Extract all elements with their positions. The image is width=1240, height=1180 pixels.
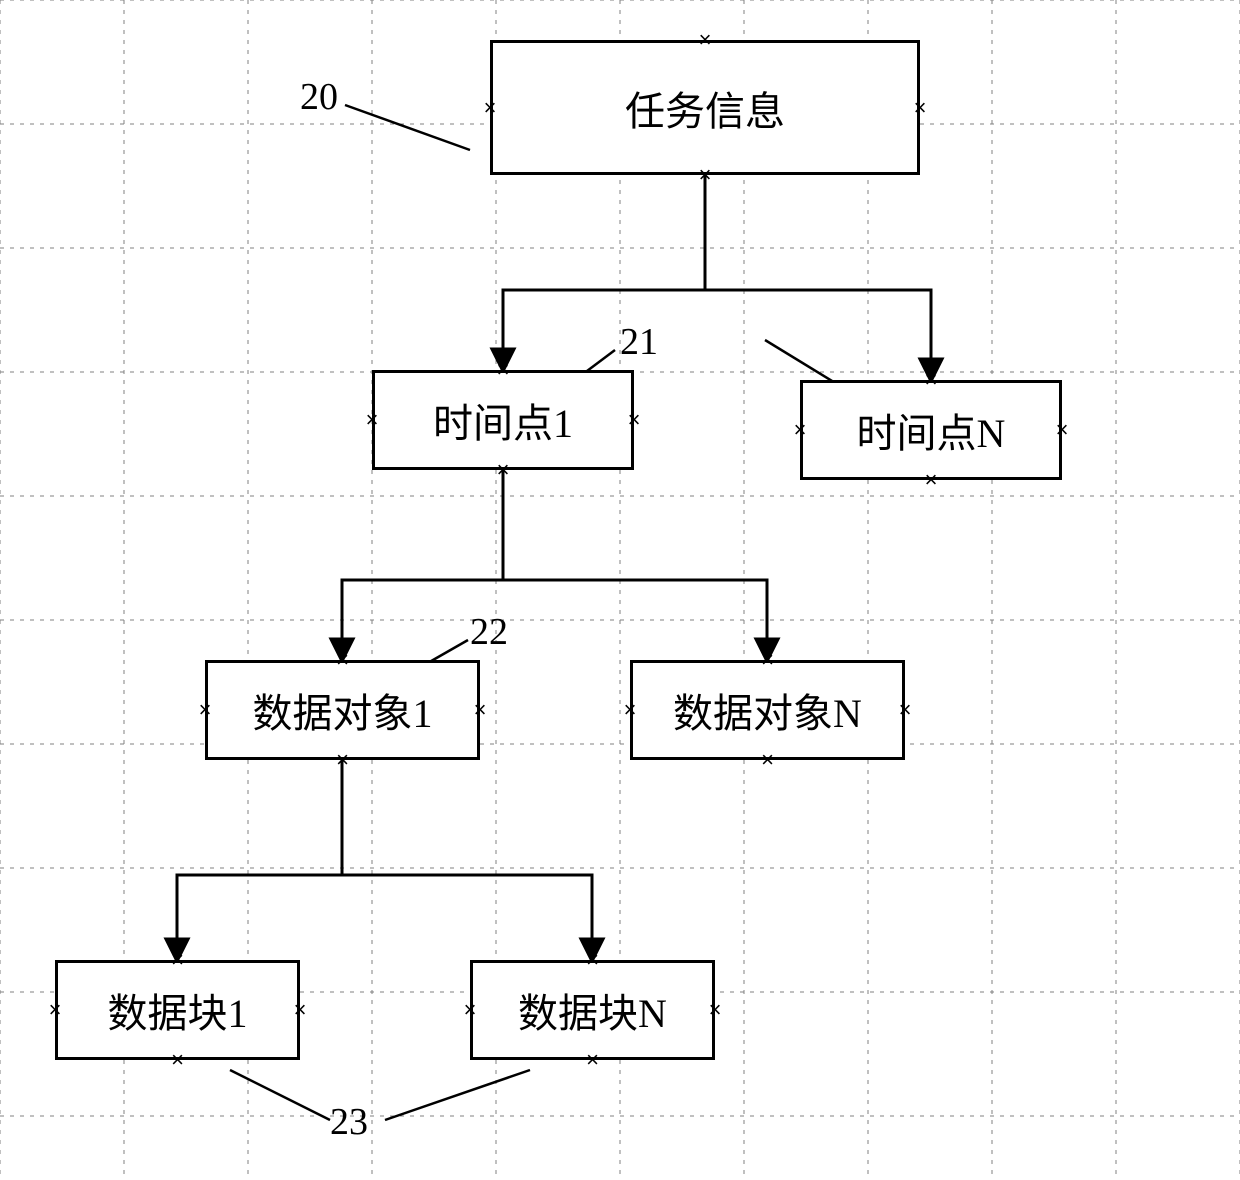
node-label: 任务信息 <box>625 79 785 137</box>
midpoint-marker: × <box>199 699 212 721</box>
midpoint-marker: × <box>1056 419 1069 441</box>
midpoint-marker: × <box>484 97 497 119</box>
edges <box>177 175 931 960</box>
ref-label-20: 20 <box>300 75 338 119</box>
node-data-object-1: 数据对象1 <box>205 660 480 760</box>
midpoint-marker: × <box>171 1049 184 1071</box>
ref-label-23: 23 <box>330 1100 368 1144</box>
midpoint-marker: × <box>336 649 349 671</box>
node-label: 数据块N <box>518 981 667 1039</box>
node-label: 时间点1 <box>433 391 573 449</box>
node-data-block-1: 数据块1 <box>55 960 300 1060</box>
node-label: 数据对象N <box>673 681 862 739</box>
midpoint-marker: × <box>586 1049 599 1071</box>
midpoint-marker: × <box>699 29 712 51</box>
midpoint-marker: × <box>497 459 510 481</box>
diagram-canvas: 任务信息 时间点1 时间点N 数据对象1 数据对象N 数据块1 数据块N 20 … <box>0 0 1240 1180</box>
midpoint-marker: × <box>624 699 637 721</box>
node-label: 时间点N <box>857 401 1006 459</box>
midpoint-marker: × <box>586 949 599 971</box>
midpoint-marker: × <box>899 699 912 721</box>
midpoint-marker: × <box>628 409 641 431</box>
midpoint-marker: × <box>497 359 510 381</box>
midpoint-marker: × <box>464 999 477 1021</box>
midpoint-marker: × <box>294 999 307 1021</box>
node-timepoint-n: 时间点N <box>800 380 1062 480</box>
midpoint-marker: × <box>925 369 938 391</box>
midpoint-marker: × <box>925 469 938 491</box>
midpoint-marker: × <box>366 409 379 431</box>
midpoint-marker: × <box>761 749 774 771</box>
node-label: 数据块1 <box>108 981 248 1039</box>
midpoint-marker: × <box>474 699 487 721</box>
midpoint-marker: × <box>336 749 349 771</box>
node-data-object-n: 数据对象N <box>630 660 905 760</box>
midpoint-marker: × <box>699 164 712 186</box>
midpoint-marker: × <box>794 419 807 441</box>
ref-label-22: 22 <box>470 610 508 654</box>
node-data-block-n: 数据块N <box>470 960 715 1060</box>
midpoint-marker: × <box>761 649 774 671</box>
node-task-info: 任务信息 <box>490 40 920 175</box>
ref-label-21: 21 <box>620 320 658 364</box>
node-timepoint-1: 时间点1 <box>372 370 634 470</box>
node-label: 数据对象1 <box>253 681 433 739</box>
midpoint-marker: × <box>171 949 184 971</box>
midpoint-marker: × <box>49 999 62 1021</box>
midpoint-marker: × <box>709 999 722 1021</box>
midpoint-marker: × <box>914 97 927 119</box>
